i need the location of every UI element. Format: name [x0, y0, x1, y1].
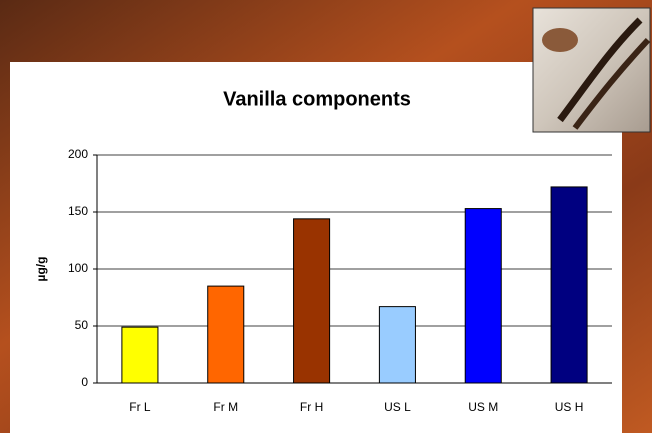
- y-axis-label: µg/g: [34, 257, 48, 282]
- x-tick-label: US H: [555, 400, 584, 414]
- y-tick-label: 150: [68, 204, 88, 218]
- bar: [379, 307, 415, 383]
- bar: [122, 327, 158, 383]
- x-tick-label: US L: [384, 400, 411, 414]
- y-tick-label: 50: [75, 318, 89, 332]
- x-tick-label: Fr L: [129, 400, 151, 414]
- y-tick-label: 200: [68, 147, 88, 161]
- x-tick-label: Fr H: [300, 400, 323, 414]
- x-tick-label: Fr M: [213, 400, 238, 414]
- bar: [465, 209, 501, 383]
- bar: [208, 286, 244, 383]
- chart: Vanilla components µg/g 0 50 100 150 200 Fr L…: [0, 0, 652, 433]
- chart-title: Vanilla components: [223, 88, 411, 110]
- bar: [551, 187, 587, 383]
- vanilla-photo: [533, 8, 650, 132]
- bar: [294, 219, 330, 383]
- y-tick-label: 0: [81, 375, 88, 389]
- x-tick-label: US M: [468, 400, 498, 414]
- y-tick-label: 100: [68, 261, 88, 275]
- page: Vanilla components µg/g 0 50 100 150 200 Fr L…: [0, 0, 652, 433]
